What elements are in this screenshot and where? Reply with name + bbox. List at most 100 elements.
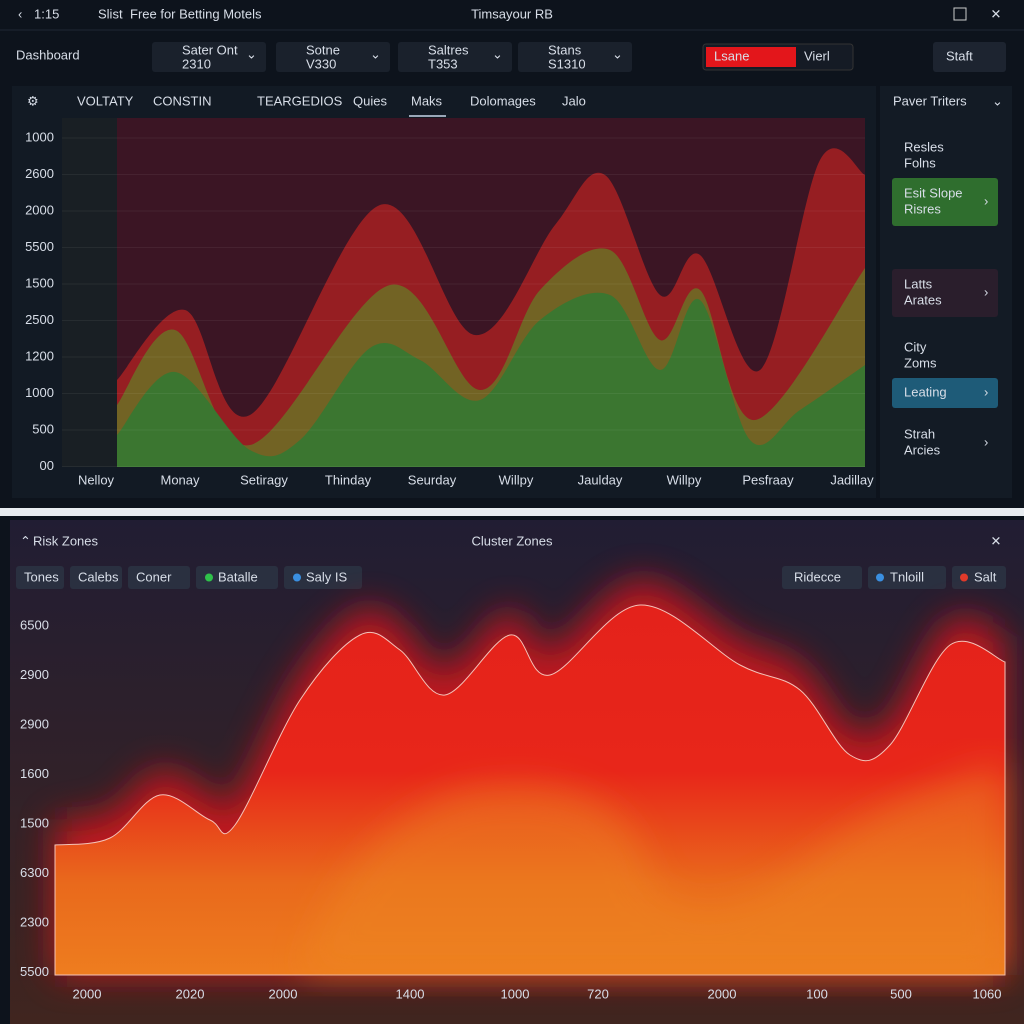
- selector-chevron: ⌄: [246, 46, 257, 61]
- filter-chip[interactable]: [128, 566, 190, 589]
- filter-label: Calebs: [78, 569, 119, 584]
- x-tick-label: Setiragy: [240, 472, 288, 487]
- selector-label: Stans: [548, 42, 582, 57]
- view-select[interactable]: Vierl: [804, 48, 830, 63]
- y-tick-label: 5500: [20, 964, 49, 979]
- filter-label: Tnloill: [890, 569, 924, 584]
- x-tick-label: 500: [890, 986, 912, 1001]
- x-tick-label: 2000: [73, 986, 102, 1001]
- filter-chip[interactable]: [284, 566, 362, 589]
- x-tick-label: Thinday: [325, 472, 372, 487]
- x-tick-label: Willpy: [667, 472, 702, 487]
- tab[interactable]: VOLTATY: [77, 93, 134, 108]
- selector[interactable]: [518, 42, 632, 72]
- filter-chip[interactable]: [196, 566, 278, 589]
- y-tick-label: 1600: [20, 766, 49, 781]
- y-tick-label: 5500: [25, 239, 54, 254]
- side-item-sub: Arates: [904, 292, 942, 307]
- input-fill: [706, 47, 796, 67]
- y-tick-label: 2600: [25, 166, 54, 181]
- y-tick-label: 1500: [25, 275, 54, 290]
- side-item-chevron: ›: [984, 193, 988, 208]
- selector[interactable]: [152, 42, 266, 72]
- x-tick-label: Jaulday: [578, 472, 623, 487]
- filter-chip[interactable]: [70, 566, 122, 589]
- side-item-title[interactable]: Latts: [904, 276, 933, 291]
- filter-label: Tones: [24, 569, 59, 584]
- y-tick-label: 500: [32, 421, 54, 436]
- y-tick-label: 6300: [20, 865, 49, 880]
- selector-value: V330: [306, 56, 336, 71]
- tab[interactable]: TEARGEDIOS: [257, 93, 343, 108]
- side-item-chevron: ›: [984, 284, 988, 299]
- y-tick-label: 2000: [25, 202, 54, 217]
- selector-label: Saltres: [428, 42, 469, 57]
- selector[interactable]: [276, 42, 390, 72]
- input-text: Lsane: [714, 48, 749, 63]
- filter-chip[interactable]: [16, 566, 64, 589]
- subtitle: Free for Betting Motels: [130, 6, 262, 21]
- side-item-title[interactable]: Strah: [904, 426, 935, 441]
- tab[interactable]: CONSTIN: [153, 93, 212, 108]
- x-tick-label: Seurday: [408, 472, 457, 487]
- selector-chevron: ⌄: [370, 46, 381, 61]
- tab[interactable]: Dolomages: [470, 93, 536, 108]
- filter-label: Coner: [136, 569, 172, 584]
- selector-chevron: ⌄: [612, 46, 623, 61]
- y-tick-label: 1500: [20, 815, 49, 830]
- side-item-bg[interactable]: [892, 378, 998, 408]
- selector[interactable]: [398, 42, 512, 72]
- filter-chip[interactable]: [782, 566, 862, 589]
- side-item-chevron: ›: [984, 434, 988, 449]
- selector-value: 2310: [182, 56, 211, 71]
- y-tick-label: 2500: [25, 312, 54, 327]
- bottom-title: ⌃: [20, 533, 31, 548]
- tab[interactable]: Quies: [353, 93, 387, 108]
- filter-chip[interactable]: [868, 566, 946, 589]
- tab[interactable]: Maks: [411, 93, 443, 108]
- x-tick-label: 1400: [396, 986, 425, 1001]
- selector-label: Sotne: [306, 42, 340, 57]
- x-tick-label: 1060: [973, 986, 1002, 1001]
- y-tick-label: 1000: [25, 385, 54, 400]
- side-item-title[interactable]: Resles: [904, 139, 944, 154]
- side-item-chevron: ›: [984, 384, 988, 399]
- selector-value: S1310: [548, 56, 586, 71]
- selector-chevron: ⌄: [492, 46, 503, 61]
- x-tick-label: 720: [587, 986, 609, 1001]
- close-panel[interactable]: ✕: [991, 533, 1002, 548]
- side-item-title[interactable]: Leating: [904, 384, 947, 399]
- side-item-bg[interactable]: [892, 269, 998, 317]
- selector-value: T353: [428, 56, 458, 71]
- side-item-sub: Folns: [904, 155, 936, 170]
- x-tick-label: Willpy: [499, 472, 534, 487]
- y-tick-label: 1000: [25, 129, 54, 144]
- start-button[interactable]: [933, 42, 1006, 72]
- side-item-sub: Arcies: [904, 442, 941, 457]
- x-tick-label: Nelloy: [78, 472, 115, 487]
- side-item-bg[interactable]: [892, 178, 998, 226]
- x-tick-label: 1000: [501, 986, 530, 1001]
- filter-dot: [876, 573, 884, 582]
- side-item-sub: Risres: [904, 201, 941, 216]
- bottom-title: Risk Zones: [33, 533, 99, 548]
- filter-chip[interactable]: [952, 566, 1006, 589]
- x-tick-label: 2000: [269, 986, 298, 1001]
- tab[interactable]: Jalo: [562, 93, 586, 108]
- start-button-label: Staft: [946, 48, 973, 63]
- side-panel-toggle[interactable]: ⌄: [992, 93, 1003, 108]
- filter-label: Batalle: [218, 569, 258, 584]
- side-item-title[interactable]: Esit Slope: [904, 185, 963, 200]
- side-item-title[interactable]: City: [904, 339, 927, 354]
- settings-icon[interactable]: ⚙: [27, 93, 39, 108]
- close-window[interactable]: ✕: [991, 6, 1002, 21]
- y-tick-label: 1200: [25, 348, 54, 363]
- maximize[interactable]: [953, 7, 967, 21]
- time: 1:15: [34, 6, 59, 21]
- back-icon[interactable]: ‹: [18, 6, 22, 21]
- x-tick-label: 2020: [176, 986, 205, 1001]
- x-tick-label: Jadillay: [830, 472, 874, 487]
- filter-dot: [960, 573, 968, 582]
- y-tick-label: 2300: [20, 914, 49, 929]
